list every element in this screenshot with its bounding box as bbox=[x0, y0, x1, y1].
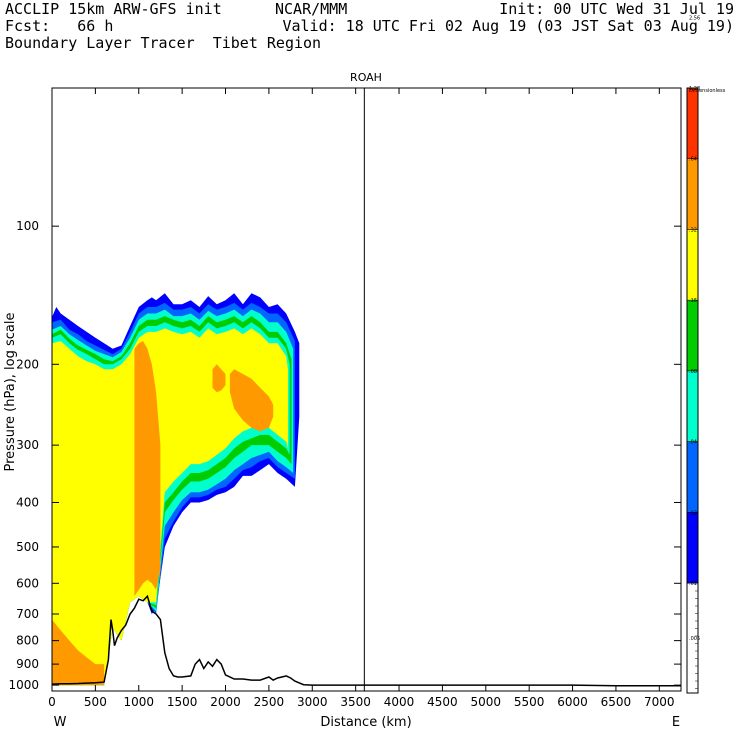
y-tick-label-700: 700 bbox=[16, 607, 39, 621]
x-tick-label-0: 0 bbox=[48, 695, 56, 709]
tracer-envelope-5 bbox=[52, 328, 288, 686]
terrain-layer bbox=[51, 594, 681, 687]
y-tick-label-900: 900 bbox=[16, 657, 39, 671]
x-tick-label-3000: 3000 bbox=[297, 695, 328, 709]
y-tick-label-100: 100 bbox=[16, 219, 39, 233]
colorbar-label-4: .08 bbox=[689, 369, 697, 375]
tracer-patch-3 bbox=[212, 364, 226, 393]
chart-title: ROAH bbox=[350, 71, 382, 84]
x-tick-label-1000: 1000 bbox=[123, 695, 154, 709]
x-axis-title: Distance (km) bbox=[320, 715, 411, 730]
x-tick-label-5500: 5500 bbox=[514, 695, 545, 709]
x-tick-label-2500: 2500 bbox=[254, 695, 285, 709]
x-tick-label-1500: 1500 bbox=[167, 695, 198, 709]
colorbar-label-7: .64 bbox=[689, 157, 697, 163]
header-line2-left: Fcst: 66 h bbox=[5, 17, 114, 35]
x-tick-label-7000: 7000 bbox=[644, 695, 675, 709]
x-tick-label-4500: 4500 bbox=[427, 695, 458, 709]
x-tick-label-500: 500 bbox=[84, 695, 107, 709]
x-tick-label-5000: 5000 bbox=[471, 695, 502, 709]
colorbar-unit-label: Dimensionless bbox=[689, 88, 726, 94]
colorbar-cell-2 bbox=[686, 441, 699, 513]
colorbar-cell-6 bbox=[686, 158, 699, 230]
colorbar-cell-3 bbox=[686, 370, 699, 442]
header-line3-left: Boundary Layer Tracer Tibet Region bbox=[5, 34, 322, 52]
tracer-fill-layer bbox=[52, 293, 300, 686]
header-line1-right: Init: 00 UTC Wed 31 Jul 19 bbox=[499, 0, 734, 18]
colorbar-label-1: .01 bbox=[689, 581, 697, 587]
colorbar-cell-7 bbox=[686, 87, 699, 159]
x-tick-label-4000: 4000 bbox=[384, 695, 415, 709]
x-tick-label-6500: 6500 bbox=[601, 695, 632, 709]
header-line1-left: ACCLIP 15km ARW-GFS init bbox=[5, 0, 222, 18]
tracer-patch-2 bbox=[229, 369, 274, 432]
x-axis-west-label: W bbox=[54, 715, 67, 730]
colorbar-label-0: .005 bbox=[689, 636, 700, 642]
y-tick-label-200: 200 bbox=[16, 357, 39, 371]
y-tick-label-600: 600 bbox=[16, 576, 39, 590]
colorbar-label-6: .32 bbox=[689, 227, 697, 233]
colorbar-label-3: .04 bbox=[689, 440, 697, 446]
terrain-line bbox=[51, 594, 681, 687]
x-axis-east-label: E bbox=[672, 715, 680, 730]
y-tick-label-400: 400 bbox=[16, 495, 39, 509]
colorbar-label-9: 2.56 bbox=[689, 15, 700, 21]
header-line1-center: NCAR/MMM bbox=[275, 0, 348, 18]
axes-layer: 0 500 1000 1500 2000 2500 3000 3500 4000 4500 5000… bbox=[8, 88, 681, 709]
x-tick-label-6000: 6000 bbox=[557, 695, 588, 709]
colorbar-frame bbox=[686, 87, 699, 694]
y-tick-label-300: 300 bbox=[16, 438, 39, 452]
tracer-patch-1 bbox=[134, 341, 161, 597]
colorbar: .005 .01 .02 .04 .08 .16 .32 .64 1.28 2.56 Dimensi… bbox=[686, 15, 726, 694]
colorbar-cell-1 bbox=[686, 512, 699, 584]
colorbar-label-2: .02 bbox=[689, 510, 697, 516]
colorbar-label-5: .16 bbox=[689, 298, 697, 304]
x-tick-label-2000: 2000 bbox=[210, 695, 241, 709]
header-line2-right: Valid: 18 UTC Fri 02 Aug 19 (03 JST Sat … bbox=[282, 17, 734, 35]
tracer-patch-0 bbox=[52, 619, 105, 686]
y-tick-label-1000: 1000 bbox=[8, 678, 39, 692]
plot-frame bbox=[51, 87, 682, 692]
y-axis-title: Pressure (hPa), log scale bbox=[3, 313, 18, 472]
y-tick-label-800: 800 bbox=[16, 634, 39, 648]
colorbar-label-8: 1.28 bbox=[689, 86, 700, 92]
x-tick-label-3500: 3500 bbox=[340, 695, 371, 709]
colorbar-cell-5 bbox=[686, 229, 699, 301]
y-tick-label-500: 500 bbox=[16, 540, 39, 554]
colorbar-cell-4 bbox=[686, 299, 699, 372]
